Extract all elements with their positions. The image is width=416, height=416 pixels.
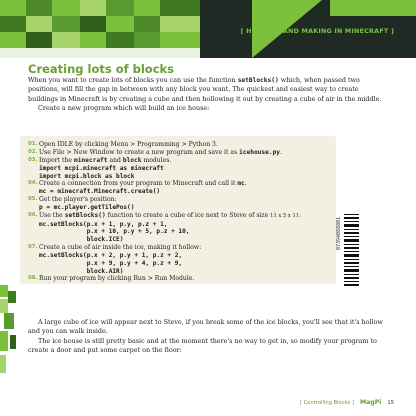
step-5: 05. Get the player's position: p = mc.pl… xyxy=(28,196,338,212)
barcode xyxy=(344,214,359,286)
page-number: 15 xyxy=(387,399,394,406)
code-line: p.x + 10, p.y + 5, p.z + 10, xyxy=(39,228,190,236)
step-8: 08. Run your program by clicking Run > R… xyxy=(28,275,195,283)
code-line: mc = minecraft.Minecraft.create() xyxy=(39,188,161,196)
step-4: 04. Create a connection from your progra… xyxy=(28,180,338,196)
step-3: 03. Import the minecraft and block modul… xyxy=(28,157,338,181)
header-decoration xyxy=(0,0,416,58)
step-7: 07. Create a cube of air inside the ice,… xyxy=(28,244,338,275)
barcode-number: 07394088801 xyxy=(336,216,342,250)
code-line: block.AIR) xyxy=(39,267,124,275)
code-line: mc.setBlocks(p.x + 1, p.y, p.z + 1, xyxy=(39,220,168,228)
code-line: p.x + 9, p.y + 4, p.z + 9, xyxy=(39,259,183,267)
code-line: import mcpi.block as block xyxy=(39,172,135,180)
intro-paragraph-2: Create a new program which will build an… xyxy=(38,104,210,113)
section-tag: [ HACKING AND MAKING IN MINECRAFT ] xyxy=(240,27,394,35)
footer-section-label: [ Controlling Blocks ] xyxy=(300,399,354,406)
outro-paragraph-2: The ice house is still pretty basic and … xyxy=(28,336,377,355)
outro-paragraph-1: A large cube of ice will appear next to … xyxy=(28,318,383,336)
code-line: p = mc.player.getTilePos() xyxy=(39,203,135,211)
magpi-logo: MagPi xyxy=(359,399,382,406)
step-6: 06. Use the setBlocks() function to crea… xyxy=(28,212,338,244)
outro-section: A large cube of ice will appear next to … xyxy=(28,318,384,356)
steps-list: 01. Open IDLE by clicking Menu > Program… xyxy=(28,141,338,283)
steps-box xyxy=(20,136,336,284)
code-line: block.ICE) xyxy=(39,236,124,244)
code-line: mc.setBlocks(p.x + 2, p.y + 1, p.z + 2, xyxy=(39,251,183,259)
step-1: 01. Open IDLE by clicking Menu > Program… xyxy=(28,141,218,148)
intro-section: Creating lots of blocks When you want to… xyxy=(28,62,388,114)
step-2: 02. Use File > New Window to create a ne… xyxy=(28,148,282,156)
page-footer: [ Controlling Blocks ] MagPi 15 xyxy=(300,399,394,406)
left-block-decoration xyxy=(0,285,24,385)
intro-paragraph-1: When you want to create lots of blocks y… xyxy=(28,76,382,103)
code-line: import mcpi.minecraft as minecraft xyxy=(39,164,164,172)
page-title: Creating lots of blocks xyxy=(28,62,175,76)
